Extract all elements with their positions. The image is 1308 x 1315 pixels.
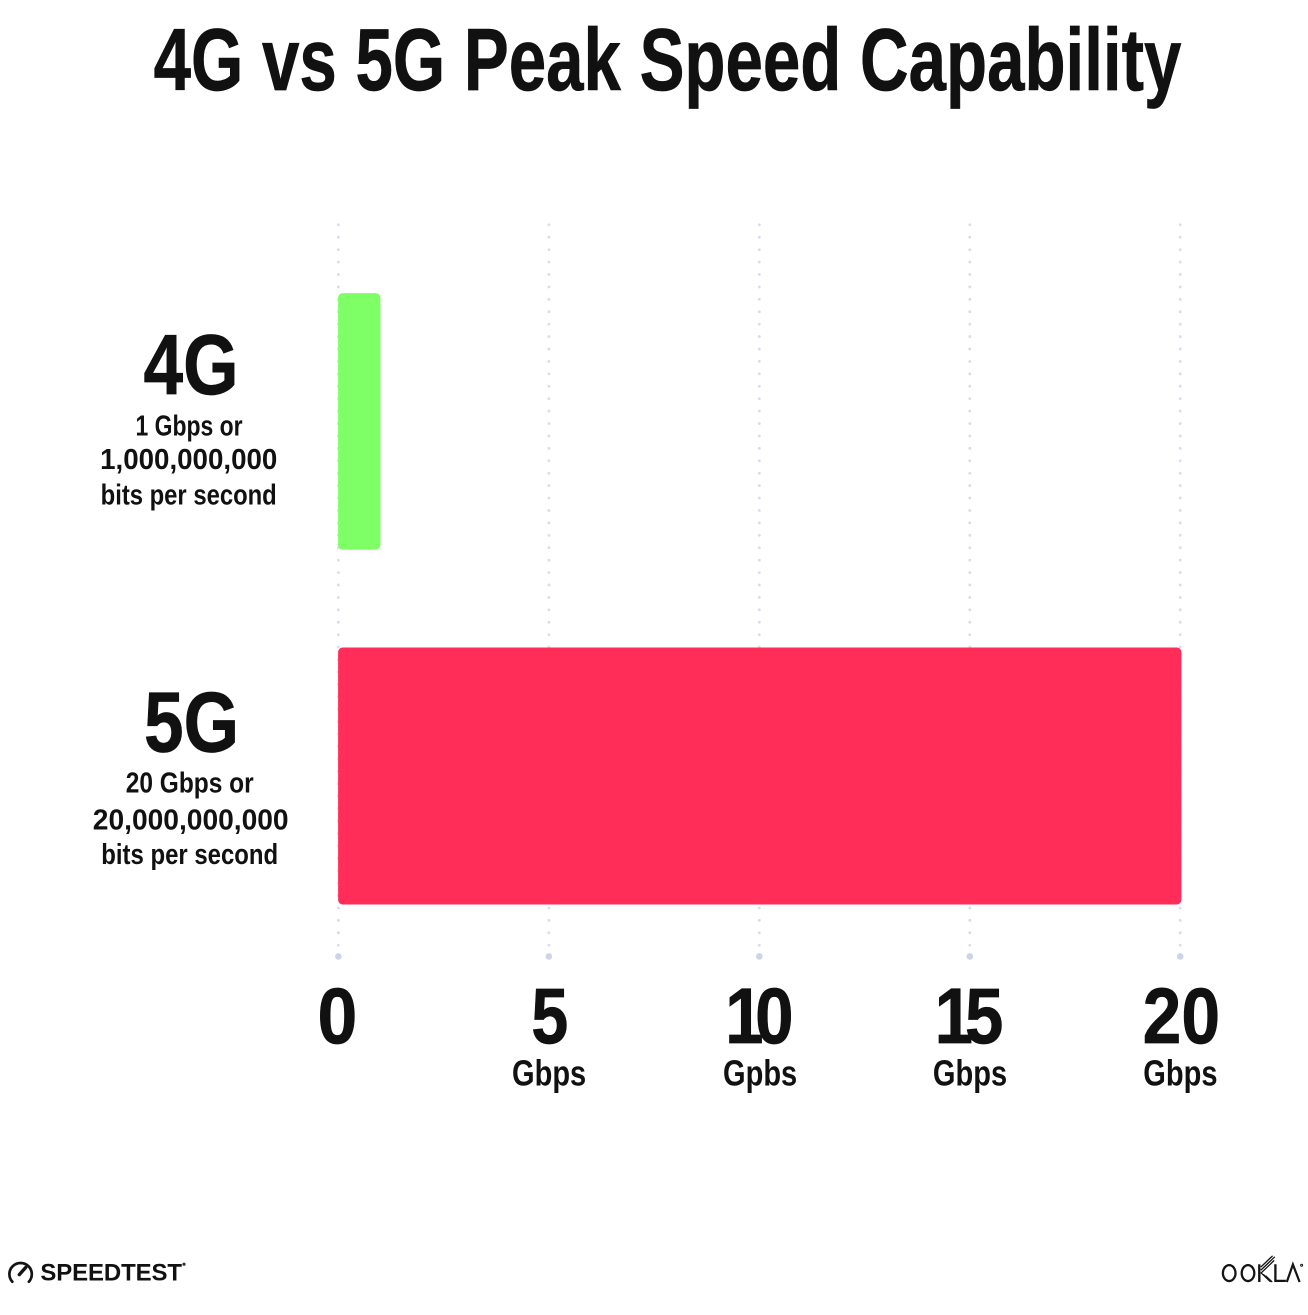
svg-text:4G vs 5G Peak Speed Capability: 4G vs 5G Peak Speed Capability (154, 10, 1182, 109)
svg-text:bits per second: bits per second (101, 838, 278, 871)
svg-text:1,000,000,000: 1,000,000,000 (100, 443, 277, 476)
svg-text:1 Gbps or: 1 Gbps or (136, 409, 243, 442)
svg-text:5: 5 (531, 971, 568, 1060)
svg-text:4G: 4G (144, 317, 239, 413)
svg-text:20,000,000,000: 20,000,000,000 (93, 804, 289, 836)
svg-text:15: 15 (935, 971, 1004, 1060)
svg-text:20 Gbps or: 20 Gbps or (126, 766, 254, 798)
svg-text:Gbps: Gbps (1143, 1052, 1217, 1093)
svg-text:Gpbs: Gpbs (723, 1052, 797, 1093)
svg-text:Gbps: Gbps (512, 1052, 586, 1093)
svg-text:SPEEDTEST: SPEEDTEST (40, 1259, 182, 1286)
svg-text:20: 20 (1143, 971, 1220, 1060)
svg-text:bits per second: bits per second (101, 478, 277, 511)
svg-text:10: 10 (725, 971, 793, 1060)
svg-text:0: 0 (318, 973, 358, 1061)
svg-text:Gbps: Gbps (933, 1052, 1007, 1093)
svg-text:5G: 5G (144, 674, 239, 770)
